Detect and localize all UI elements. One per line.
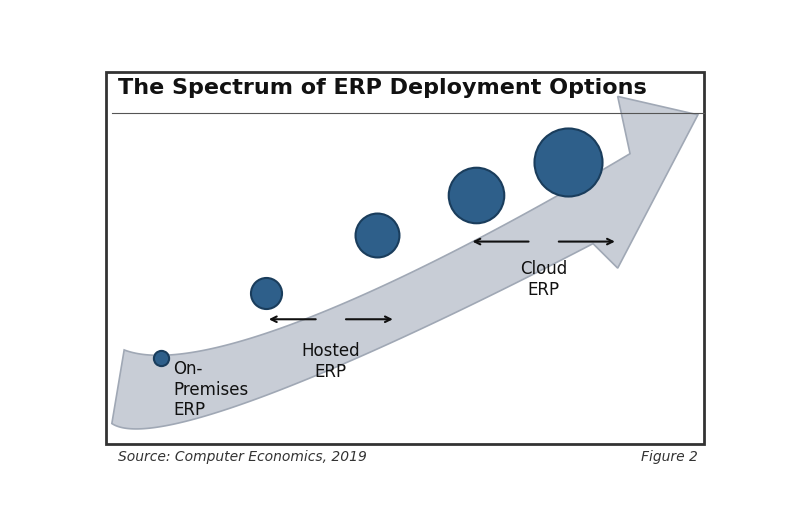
Text: On-
Premises
ERP: On- Premises ERP (174, 360, 249, 419)
Point (371, 231, 384, 239)
Point (562, 158, 575, 166)
Text: Hosted
ERP: Hosted ERP (302, 342, 360, 381)
FancyBboxPatch shape (106, 72, 704, 444)
Text: Cloud
ERP: Cloud ERP (520, 260, 568, 299)
Text: The Spectrum of ERP Deployment Options: The Spectrum of ERP Deployment Options (118, 78, 647, 98)
Polygon shape (111, 97, 698, 429)
Point (259, 288, 272, 297)
Point (470, 190, 482, 199)
Point (154, 354, 168, 362)
Text: Source: Computer Economics, 2019: Source: Computer Economics, 2019 (118, 450, 367, 464)
Text: Figure 2: Figure 2 (641, 450, 698, 464)
